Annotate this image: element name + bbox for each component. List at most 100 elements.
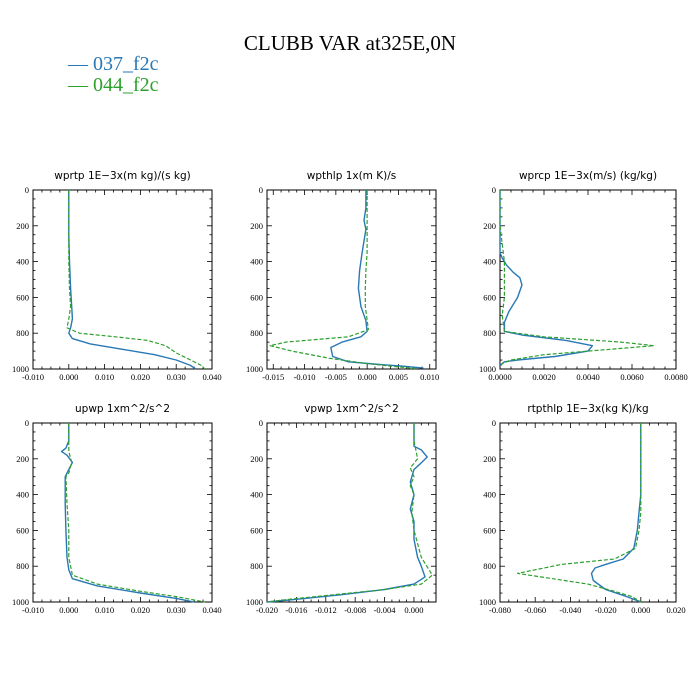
plot-frame xyxy=(32,189,213,370)
y-tick-label: 0 xyxy=(25,185,29,195)
y-tick-label: 600 xyxy=(16,292,29,302)
plot-frame xyxy=(32,422,213,603)
panel-1: wprtp 1E−3x(m kg)/(s kg) -0.010 0.000 0.010… xyxy=(12,170,222,382)
y-tick-label: 600 xyxy=(483,292,496,302)
y-tick-label: 800 xyxy=(250,561,263,571)
y-tick-label: 400 xyxy=(16,257,29,267)
x-tick-label: -0.010 xyxy=(22,372,44,382)
y-tick-label: 600 xyxy=(250,292,263,302)
panel-title: wprcp 1E−3x(m/s) (kg/kg) xyxy=(519,170,657,182)
x-tick-label: -0.080 xyxy=(489,605,511,615)
x-tick-label: 0.010 xyxy=(95,372,114,382)
panel-3: wprcp 1E−3x(m/s) (kg/kg) 0.0000 0.0020 0.00… xyxy=(479,170,688,382)
y-tick-label: 200 xyxy=(250,221,263,231)
x-tick-label: -0.016 xyxy=(285,605,307,615)
y-tick-label: 400 xyxy=(250,257,263,267)
y-tick-label: 400 xyxy=(483,490,496,500)
y-tick-label: 1000 xyxy=(246,597,263,607)
y-tick-label: 0 xyxy=(492,418,496,428)
x-tick-label: 0.020 xyxy=(131,372,150,382)
series-line-044_f2c xyxy=(66,190,206,370)
panel-4: upwp 1xm^2/s^2 -0.010 0.000 0.010 0.020 0.030… xyxy=(12,403,222,615)
y-tick-label: 800 xyxy=(16,561,29,571)
x-tick-label: 0.0000 xyxy=(488,372,511,382)
x-tick-label: 0.020 xyxy=(666,605,685,615)
x-tick-label: -0.020 xyxy=(595,605,617,615)
series-line-037_f2c xyxy=(60,423,195,603)
y-tick-label: 1000 xyxy=(12,364,29,374)
x-tick-label: -0.004 xyxy=(374,605,397,615)
x-tick-label: 0.020 xyxy=(131,605,150,615)
series-line-044_f2c xyxy=(516,423,642,603)
x-tick-label: -0.040 xyxy=(559,605,581,615)
series-line-037_f2c xyxy=(499,190,594,366)
series-line-044_f2c xyxy=(499,190,655,368)
y-tick-label: 800 xyxy=(250,328,263,338)
y-tick-label: 400 xyxy=(250,490,263,500)
plot-frame xyxy=(499,422,677,603)
y-tick-label: 400 xyxy=(16,490,29,500)
y-tick-label: 0 xyxy=(492,185,496,195)
x-tick-label: -0.008 xyxy=(344,605,366,615)
x-tick-label: 0.030 xyxy=(167,605,186,615)
x-tick-label: -0.012 xyxy=(315,605,337,615)
y-tick-label: 1000 xyxy=(246,364,263,374)
x-tick-label: -0.060 xyxy=(524,605,546,615)
y-tick-label: 200 xyxy=(16,221,29,231)
x-tick-label: 0.0060 xyxy=(620,372,643,382)
series-line-044_f2c xyxy=(266,423,433,603)
x-tick-label: 0.005 xyxy=(389,372,408,382)
panel-title: upwp 1xm^2/s^2 xyxy=(75,403,170,415)
x-tick-label: 0.030 xyxy=(167,372,186,382)
x-tick-label: 0.0080 xyxy=(664,372,687,382)
x-tick-label: 0.000 xyxy=(59,372,78,382)
series-line-037_f2c xyxy=(330,190,424,369)
x-tick-label: 0.0020 xyxy=(532,372,555,382)
panel-title: rtpthlp 1E−3x(kg K)/kg xyxy=(527,403,648,415)
x-tick-label: 0.000 xyxy=(358,372,377,382)
panel-2: wpthlp 1x(m K)/s -0.015 -0.010 -0.005 0.000 0… xyxy=(246,170,439,382)
y-tick-label: 600 xyxy=(16,525,29,535)
x-tick-label: -0.005 xyxy=(325,372,347,382)
panel-5: vpwp 1xm^2/s^2 -0.020 -0.016 -0.012 -0.008 -0… xyxy=(246,403,437,615)
y-tick-label: 600 xyxy=(483,525,496,535)
series-line-037_f2c xyxy=(266,423,428,603)
legend-entry-1: — 037_f2c xyxy=(67,53,159,75)
y-tick-label: 200 xyxy=(483,454,496,464)
panel-title: vpwp 1xm^2/s^2 xyxy=(304,403,399,415)
plot-frame xyxy=(499,189,677,370)
series-line-044_f2c xyxy=(269,190,418,370)
y-tick-label: 200 xyxy=(16,454,29,464)
x-tick-label: 0.040 xyxy=(202,605,221,615)
x-tick-label: 0.040 xyxy=(202,372,221,382)
y-tick-label: 0 xyxy=(259,185,263,195)
y-tick-label: 800 xyxy=(483,328,496,338)
series-line-037_f2c xyxy=(68,190,197,370)
x-tick-label: 0.000 xyxy=(59,605,78,615)
panel-title: wprtp 1E−3x(m kg)/(s kg) xyxy=(54,170,191,182)
figure-title: CLUBB VAR at325E,0N xyxy=(244,31,456,55)
y-tick-label: 800 xyxy=(16,328,29,338)
x-tick-label: 0.000 xyxy=(631,605,650,615)
y-tick-label: 1000 xyxy=(479,364,496,374)
panel-6: rtpthlp 1E−3x(kg K)/kg -0.080 -0.060 -0.040… xyxy=(479,403,686,615)
y-tick-label: 400 xyxy=(483,257,496,267)
legend-entry-2: — 044_f2c xyxy=(67,74,159,96)
y-tick-label: 1000 xyxy=(479,597,496,607)
panel-grid: wprtp 1E−3x(m kg)/(s kg) -0.010 0.000 0.010… xyxy=(12,170,688,615)
y-tick-label: 800 xyxy=(483,561,496,571)
plot-frame xyxy=(266,189,437,370)
x-tick-label: -0.020 xyxy=(256,605,278,615)
y-tick-label: 0 xyxy=(25,418,29,428)
x-tick-label: 0.0040 xyxy=(576,372,599,382)
x-tick-label: -0.010 xyxy=(22,605,44,615)
x-tick-label: 0.010 xyxy=(420,372,439,382)
y-tick-label: 1000 xyxy=(12,597,29,607)
y-tick-label: 0 xyxy=(259,418,263,428)
x-tick-label: -0.010 xyxy=(294,372,316,382)
series-line-044_f2c xyxy=(65,423,205,603)
series-line-037_f2c xyxy=(590,423,642,603)
y-tick-label: 200 xyxy=(483,221,496,231)
x-tick-label: 0.000 xyxy=(404,605,423,615)
